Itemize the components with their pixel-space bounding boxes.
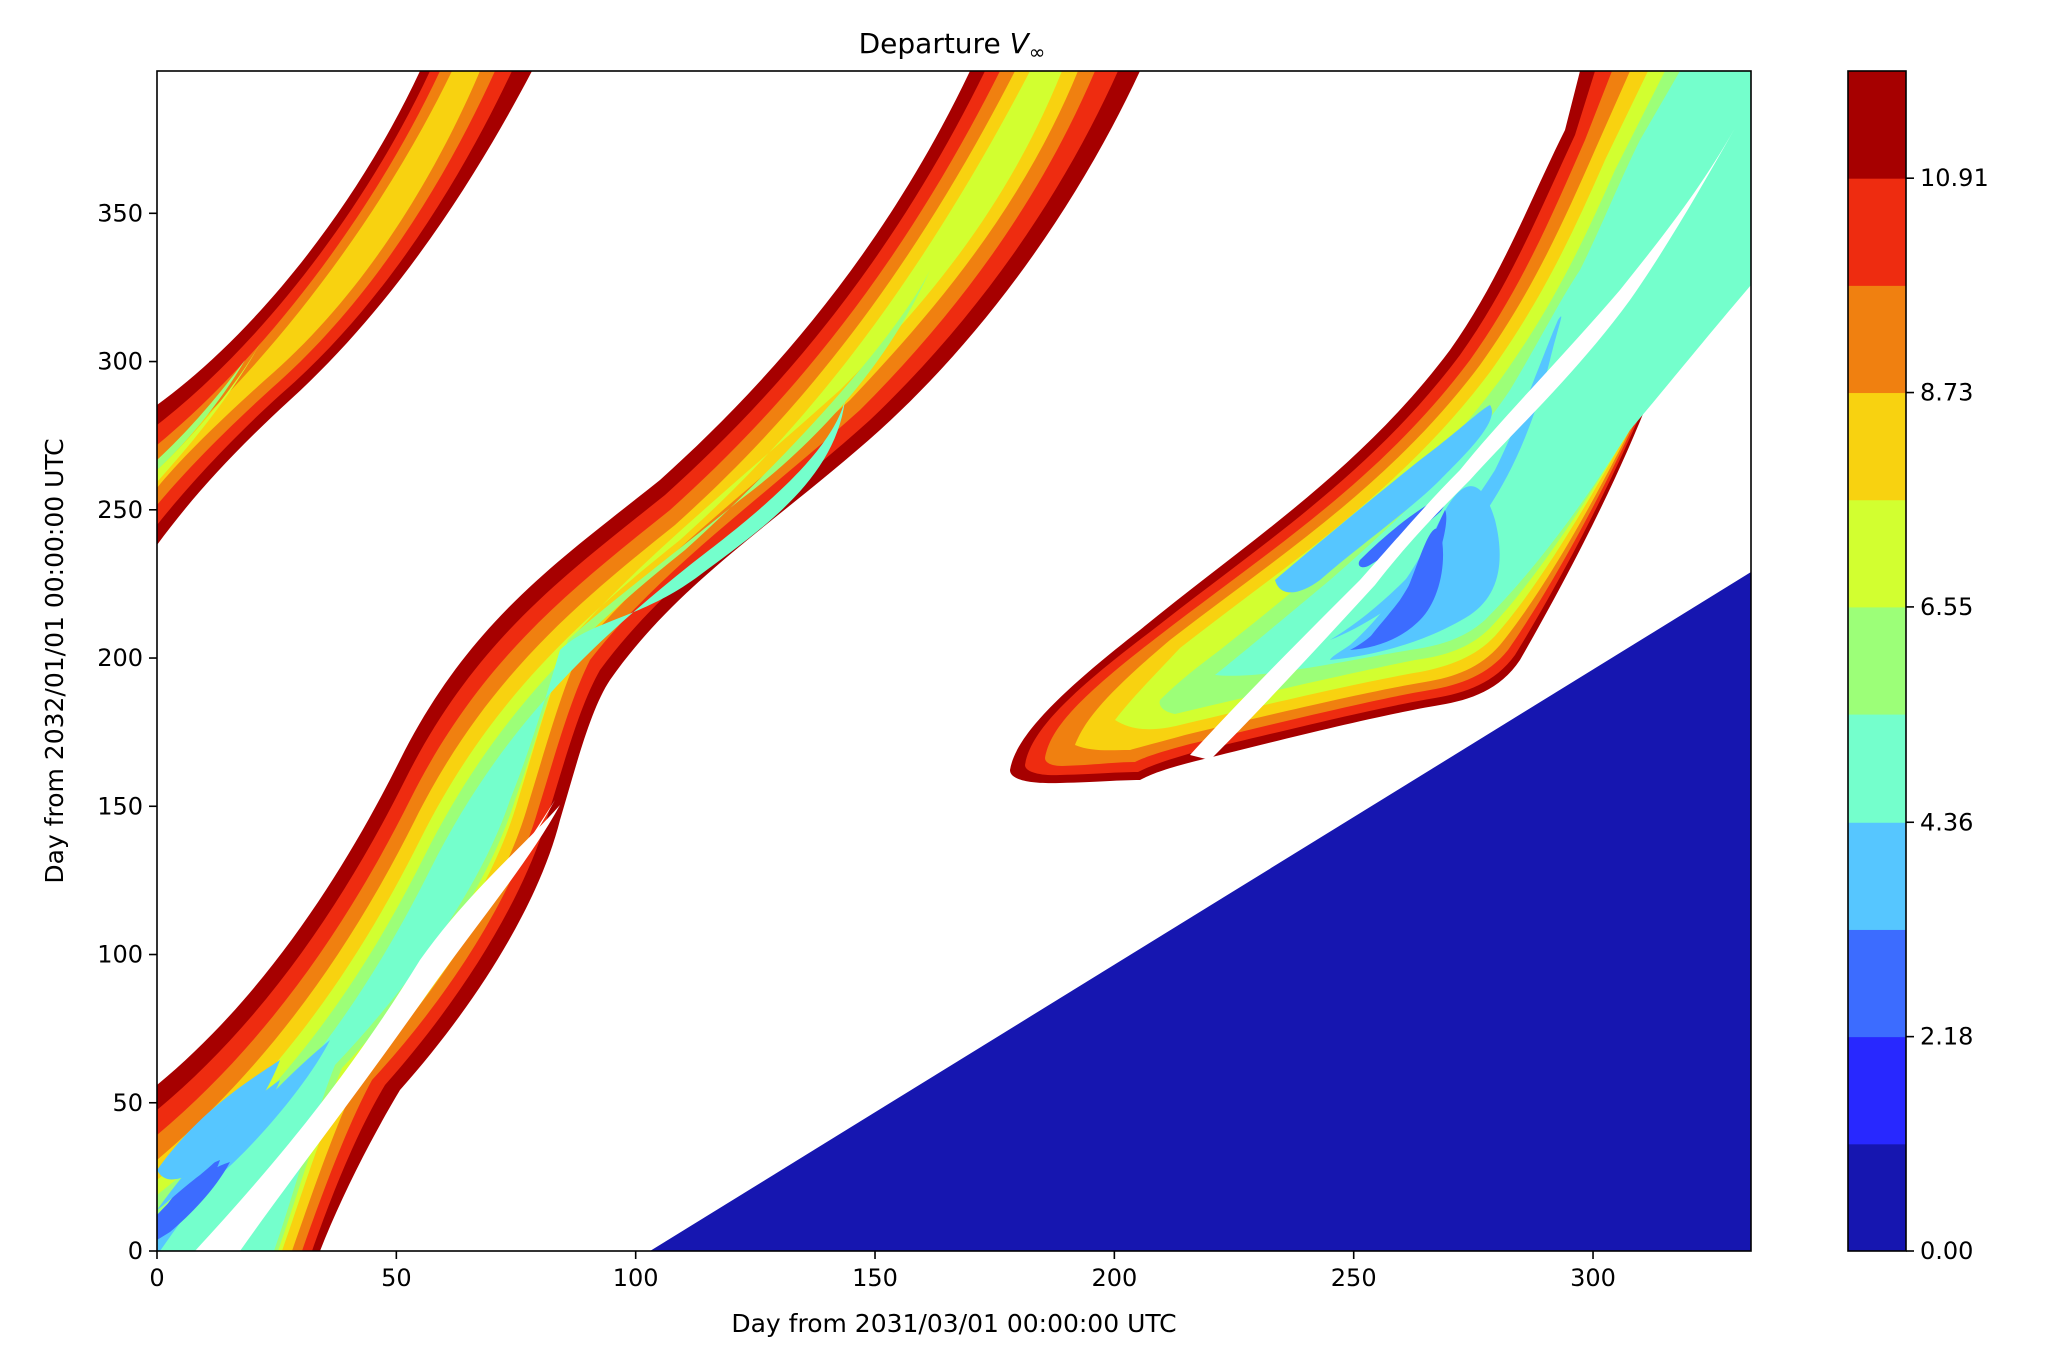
y-tick-label: 200 [97,644,143,672]
contour-gap-middle-slit [195,805,560,1251]
colorbar-segment [1848,1036,1906,1145]
colorbar-tick-label: 10.91 [1920,164,1989,192]
y-tick-label: 250 [97,496,143,524]
y-tick-label: 0 [128,1237,143,1265]
chart-title-subscript: ∞ [1029,40,1046,64]
colorbar-tick-label: 4.36 [1920,808,1973,836]
y-axis-label: Day from 2032/01/01 00:00:00 UTC [40,438,69,883]
x-tick-label: 50 [381,1264,412,1292]
x-tick-label: 300 [1570,1264,1616,1292]
x-axis: 0 50 100 150 200 250 300 [149,1251,1616,1292]
y-axis: 0 50 100 150 200 250 300 350 [97,199,157,1265]
y-tick-label: 50 [112,1089,143,1117]
x-tick-label: 100 [613,1264,659,1292]
contour-band-upper-left [157,71,532,545]
colorbar: 0.00 2.18 4.36 6.55 8.73 10.91 [1847,70,1989,1265]
colorbar-tick-label: 2.18 [1920,1023,1973,1051]
contour-band-right [1010,71,1751,784]
x-axis-label: Day from 2031/03/01 00:00:00 UTC [731,1309,1176,1338]
chart-title-prefix: Departure [859,27,1010,60]
colorbar-segment [1848,285,1906,394]
y-tick-label: 350 [97,199,143,227]
y-tick-label: 150 [97,792,143,820]
colorbar-segment [1848,714,1906,823]
x-tick-label: 200 [1091,1264,1137,1292]
chart-title-symbol: V [1010,27,1031,60]
colorbar-tick-label: 6.55 [1920,593,1973,621]
zero-velocity-region [650,572,1751,1251]
y-tick-label: 100 [97,941,143,969]
colorbar-segment [1848,929,1906,1038]
x-tick-label: 0 [149,1264,164,1292]
colorbar-tick-label: 8.73 [1920,379,1973,407]
contour-plot [157,71,1751,1251]
colorbar-segment [1848,392,1906,501]
colorbar-segment [1848,606,1906,715]
y-tick-label: 300 [97,348,143,376]
x-tick-label: 150 [852,1264,898,1292]
colorbar-segment [1848,71,1906,179]
plot-frame [156,70,1752,1252]
chart-title: Departure V∞ [859,27,1046,64]
colorbar-tick-label: 0.00 [1920,1237,1973,1265]
colorbar-segment [1848,1143,1906,1252]
contour-band-middle [157,71,1140,1251]
x-tick-label: 250 [1331,1264,1377,1292]
colorbar-segment [1848,499,1906,608]
colorbar-segment [1848,822,1906,930]
colorbar-frame [1847,70,1907,1252]
colorbar-segment [1848,178,1906,286]
